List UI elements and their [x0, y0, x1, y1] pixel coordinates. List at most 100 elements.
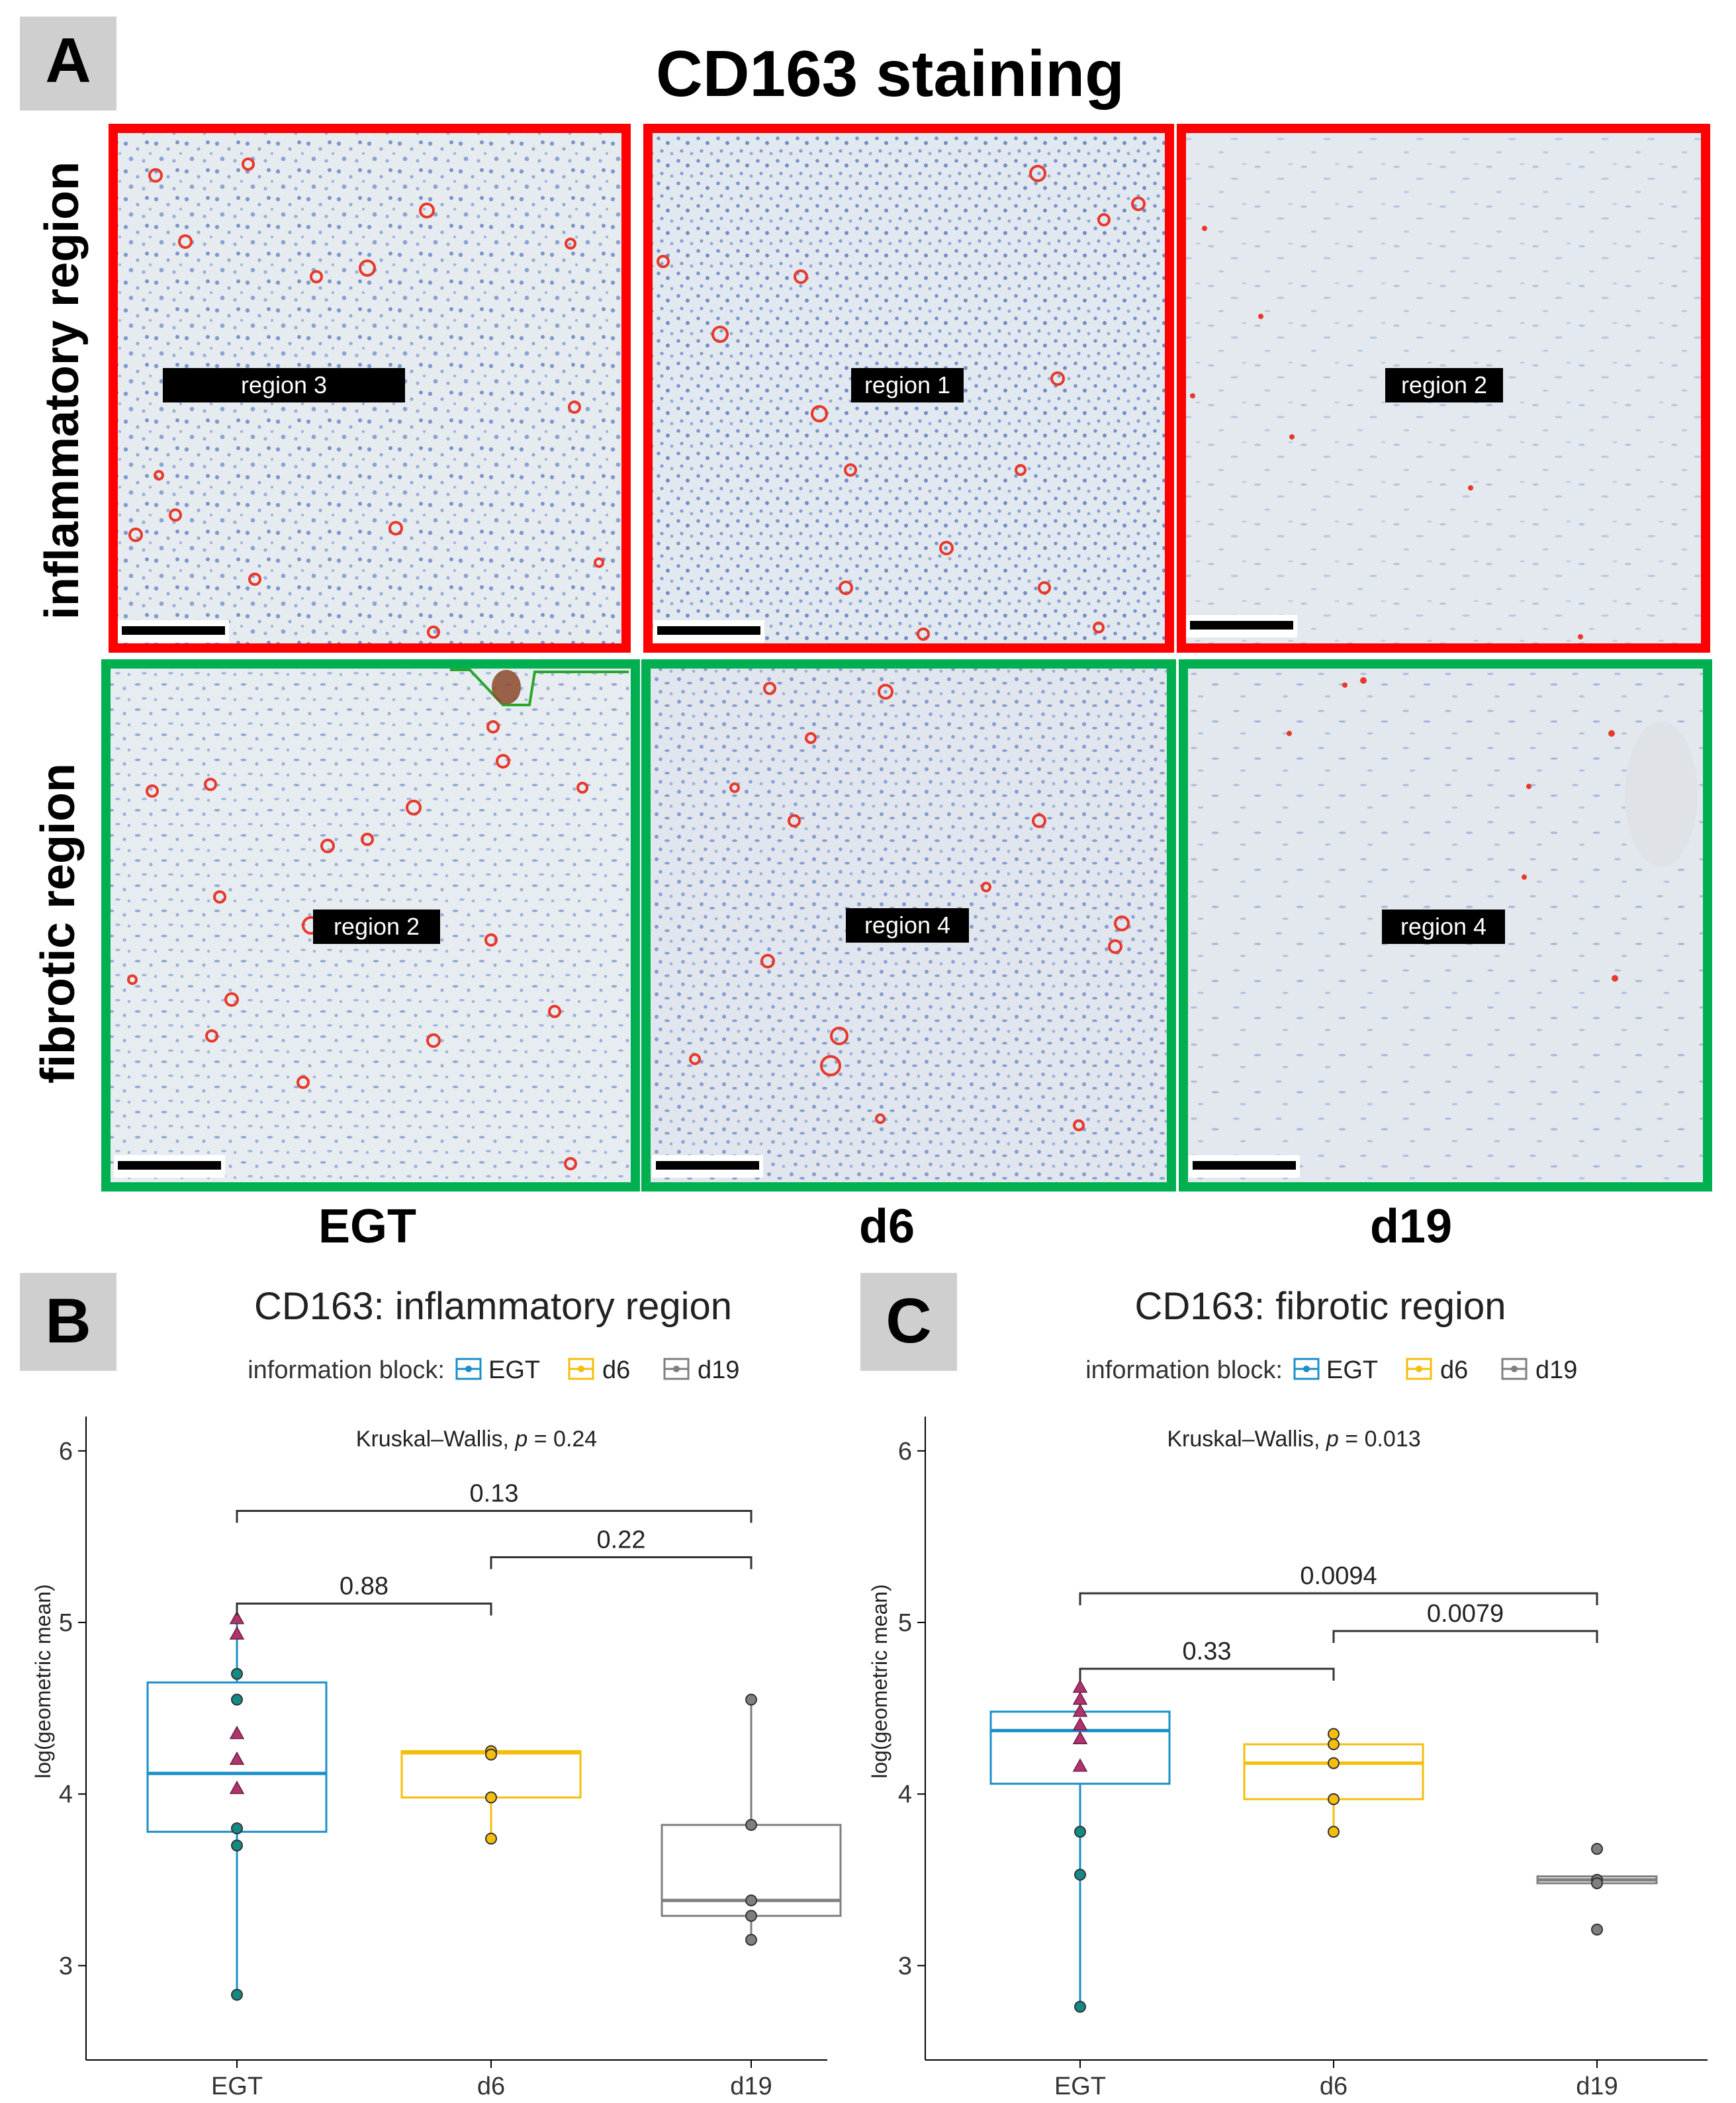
- region-label-box: [163, 368, 405, 402]
- region-label: region 4: [1400, 913, 1486, 940]
- comparison-p-value: 0.0079: [1427, 1600, 1504, 1628]
- tile-frame: [1179, 659, 1712, 1192]
- cd163-marks: [689, 682, 1130, 1131]
- y-tick-label: 5: [898, 1609, 912, 1637]
- x-tick-label: d6: [477, 2073, 505, 2100]
- region-label: region 2: [1401, 371, 1487, 398]
- column-label-egt: EGT: [318, 1200, 416, 1253]
- panel-b: B CD163: inflammatory region information…: [20, 1273, 842, 2100]
- data-point: [485, 1791, 497, 1804]
- box-d6: [1243, 1743, 1424, 1800]
- chart-title: CD163: fibrotic region: [1135, 1285, 1506, 1328]
- scale-bar: [656, 1161, 759, 1170]
- legend-label: EGT: [1326, 1356, 1378, 1384]
- panel-b-letter: B: [45, 1285, 91, 1356]
- data-triangle: [1072, 1691, 1088, 1705]
- tile-inflammatory-d19: region 2: [1177, 124, 1710, 653]
- data-point: [231, 1840, 243, 1851]
- data-point: [1591, 1843, 1603, 1855]
- y-tick-label: 5: [59, 1609, 73, 1637]
- chart-title: CD163: inflammatory region: [254, 1285, 732, 1328]
- comparison-bracket: [236, 1603, 492, 1616]
- legend-title: information block:: [1085, 1356, 1283, 1384]
- tile-fibrotic-d6: region 4: [641, 659, 1176, 1192]
- comparison-p-value: 0.0094: [1300, 1562, 1377, 1590]
- cd163-marks: [127, 720, 588, 1170]
- y-tick-label: 3: [59, 1952, 73, 1980]
- data-point: [231, 1988, 243, 2001]
- kruskal-wallis-label: Kruskal–Wallis, p = 0.24: [356, 1426, 597, 1452]
- legend-label: d6: [602, 1356, 630, 1384]
- comparison-p-value: 0.13: [470, 1480, 519, 1508]
- data-point: [1591, 1877, 1603, 1890]
- data-triangle: [229, 1626, 245, 1640]
- y-axis-label: log(geometric mean): [31, 1584, 55, 1778]
- data-point: [1328, 1826, 1340, 1838]
- tile-frame: [101, 659, 640, 1192]
- legend: information block: EGT d6 d19: [248, 1356, 739, 1384]
- cd163-marks: [1287, 677, 1618, 982]
- tile-inflammatory-d6: region 1: [643, 124, 1174, 653]
- data-triangle: [1072, 1758, 1088, 1772]
- legend-item-egt: EGT: [1293, 1356, 1378, 1384]
- y-axis-label: log(geometric mean): [868, 1584, 891, 1778]
- kruskal-wallis-label: Kruskal–Wallis, p = 0.013: [1167, 1426, 1420, 1452]
- data-point: [745, 1910, 757, 1922]
- tissue-boundary-line: [450, 669, 629, 706]
- data-triangle: [1072, 1717, 1088, 1731]
- y-tick-label: 3: [898, 1952, 912, 1980]
- data-point: [1074, 1869, 1086, 1881]
- panel-b-letter-box: [20, 1273, 116, 1371]
- panel-a: A CD163 staining inflammatory region fib…: [20, 17, 1712, 1253]
- data-point: [745, 1693, 757, 1706]
- legend-item-d19: d19: [1501, 1356, 1577, 1384]
- tile-frame: [643, 124, 1174, 653]
- plot-area: 3 4 5 6 EGT d6 d19 0.88 0.22 0.13: [59, 1417, 842, 2100]
- legend-item-d19: d19: [663, 1356, 739, 1384]
- x-tick-label: EGT: [1054, 2073, 1106, 2100]
- brown-stain: [492, 670, 521, 704]
- column-label-d19: d19: [1370, 1200, 1452, 1253]
- legend-item-egt: EGT: [455, 1356, 540, 1384]
- tile-frame: [641, 659, 1176, 1192]
- data-point: [1074, 1826, 1086, 1838]
- cd163-marks: [128, 158, 604, 639]
- legend-label: d6: [1440, 1356, 1468, 1384]
- x-tick-label: d19: [730, 2073, 772, 2100]
- region-label-box: [1382, 910, 1505, 944]
- data-point: [1328, 1738, 1340, 1751]
- comparison-p-value: 0.22: [597, 1526, 646, 1554]
- legend-label: EGT: [488, 1356, 540, 1384]
- comparison-bracket: [236, 1510, 753, 1523]
- data-point: [745, 1894, 757, 1906]
- y-tick-label: 6: [59, 1438, 73, 1466]
- region-label: region 2: [334, 913, 420, 940]
- plot-area: 3 4 5 6 EGT d6 d19 0.33 0.0079 0.0094: [898, 1417, 1708, 2100]
- legend-label: d19: [698, 1356, 739, 1384]
- y-tick-label: 4: [59, 1781, 73, 1808]
- data-point: [745, 1818, 757, 1831]
- x-tick-label: d19: [1576, 2073, 1618, 2100]
- comparison-bracket: [1079, 1592, 1598, 1605]
- tile-frame: [1177, 124, 1710, 653]
- data-point: [1074, 2000, 1086, 2013]
- legend: information block: EGT d6 d19: [1085, 1356, 1577, 1384]
- tile-fibrotic-egt: region 2: [101, 659, 640, 1192]
- comparison-bracket: [490, 1556, 753, 1569]
- data-point: [231, 1693, 243, 1706]
- data-triangle: [229, 1725, 245, 1740]
- region-label: region 3: [241, 371, 327, 398]
- x-tick-label: EGT: [211, 2073, 263, 2100]
- scale-bar: [122, 626, 225, 635]
- scale-bar: [657, 626, 760, 635]
- data-triangle: [1072, 1730, 1088, 1745]
- cd163-marks: [1190, 226, 1583, 639]
- region-label-box: [846, 908, 969, 943]
- legend-item-d6: d6: [568, 1356, 630, 1384]
- data-triangle: [1072, 1703, 1088, 1717]
- y-tick-label: 6: [898, 1438, 912, 1466]
- legend-item-d6: d6: [1406, 1356, 1468, 1384]
- panel-a-title: CD163 staining: [656, 37, 1124, 110]
- data-triangle: [1072, 1679, 1088, 1693]
